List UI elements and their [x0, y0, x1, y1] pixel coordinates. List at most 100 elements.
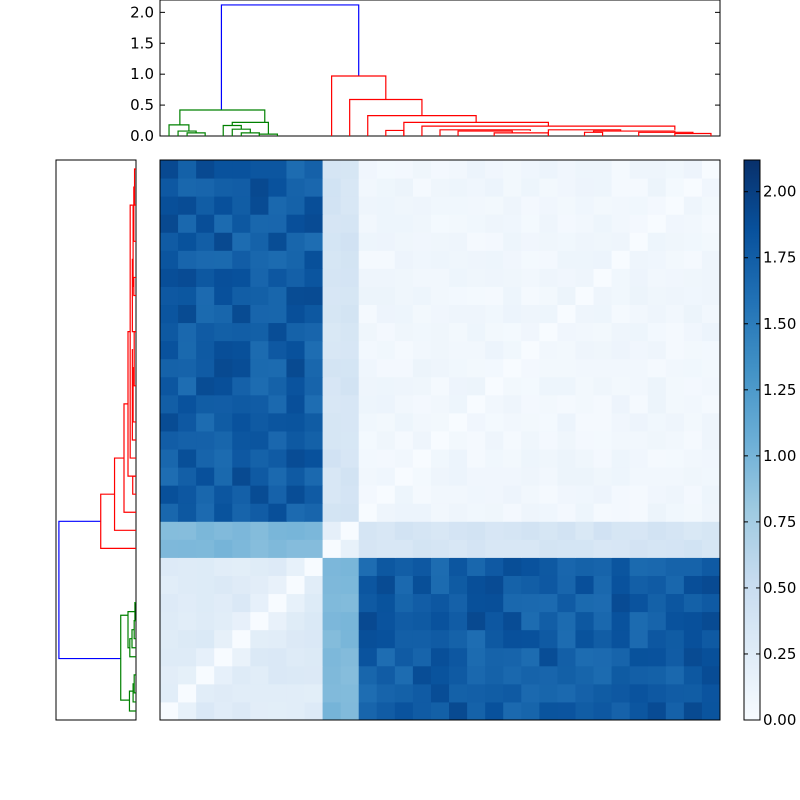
- heatmap-cell: [629, 647, 649, 667]
- heatmap-cell: [196, 196, 215, 215]
- heatmap-cell: [611, 268, 631, 287]
- heatmap-cell: [232, 196, 251, 215]
- heatmap-cell: [214, 485, 233, 504]
- heatmap-cell: [340, 376, 360, 396]
- heatmap-cell: [394, 196, 414, 215]
- dendrogram-link: [100, 493, 136, 549]
- dendrogram-link: [131, 349, 136, 441]
- heatmap-cell: [557, 196, 576, 215]
- heatmap-cell: [430, 232, 450, 251]
- heatmap-cell: [593, 557, 613, 576]
- heatmap-cell: [683, 376, 703, 396]
- heatmap-cell: [394, 467, 414, 486]
- heatmap-cell: [160, 449, 179, 468]
- heatmap-cell: [196, 467, 215, 486]
- heatmap-cell: [503, 430, 522, 450]
- heatmap-cell: [160, 322, 179, 342]
- heatmap-cell: [232, 539, 251, 558]
- heatmap-cell: [394, 430, 414, 450]
- heatmap-cell: [647, 340, 667, 360]
- heatmap-cell: [485, 449, 504, 468]
- heatmap-cell: [647, 304, 667, 324]
- heatmap-cell: [268, 250, 287, 269]
- heatmap-cell: [503, 539, 522, 558]
- heatmap-cell: [485, 394, 504, 414]
- heatmap-cell: [430, 268, 450, 287]
- heatmap-cell: [376, 286, 396, 306]
- dendrogram-link: [128, 690, 136, 712]
- heatmap-cell: [394, 322, 414, 342]
- heatmap-cell: [394, 575, 414, 595]
- heatmap-cell: [521, 701, 540, 721]
- heatmap-cell: [557, 160, 576, 179]
- heatmap-cell: [629, 412, 649, 432]
- heatmap-cell: [322, 557, 342, 576]
- heatmap-cell: [665, 250, 685, 269]
- heatmap-cell: [376, 701, 396, 721]
- heatmap-cell: [358, 160, 378, 179]
- heatmap-cell: [683, 196, 703, 215]
- heatmap-cell: [250, 629, 269, 649]
- heatmap-cell: [304, 485, 324, 504]
- y-tick-label: 0.0: [130, 127, 154, 145]
- heatmap-cell: [160, 160, 179, 179]
- heatmap-cell: [214, 701, 233, 721]
- heatmap-cell: [358, 503, 378, 522]
- heatmap-cell: [304, 467, 324, 486]
- heatmap-cell: [250, 467, 269, 486]
- colorbar-tick-label: 2.00: [763, 183, 796, 201]
- heatmap-cell: [160, 286, 179, 306]
- heatmap-cell: [412, 593, 432, 613]
- heatmap-cell: [485, 196, 504, 215]
- heatmap-cell: [701, 358, 721, 378]
- heatmap-cell: [575, 647, 595, 667]
- dendrogram-link: [457, 130, 513, 136]
- heatmap-cell: [214, 449, 233, 468]
- heatmap-cell: [322, 286, 342, 306]
- heatmap-cell: [557, 430, 576, 450]
- heatmap-cell: [521, 683, 540, 703]
- heatmap-cell: [485, 665, 504, 685]
- heatmap-cell: [196, 412, 215, 432]
- heatmap-cell: [268, 485, 287, 504]
- heatmap-cell: [683, 539, 703, 558]
- heatmap-cell: [394, 665, 414, 685]
- heatmap-cell: [485, 575, 504, 595]
- heatmap-cell: [683, 430, 703, 450]
- heatmap-cell: [214, 575, 233, 595]
- heatmap-cell: [178, 467, 197, 486]
- heatmap-cell: [160, 467, 179, 486]
- heatmap-cell: [575, 683, 595, 703]
- heatmap-cell: [683, 160, 703, 179]
- heatmap-cell: [232, 430, 251, 450]
- heatmap-cell: [160, 503, 179, 522]
- heatmap-cell: [683, 701, 703, 721]
- dendrogram-link: [133, 674, 136, 694]
- heatmap-cell: [376, 196, 396, 215]
- dendrogram-link: [113, 457, 136, 531]
- heatmap-cell: [250, 178, 269, 197]
- heatmap-cell: [160, 358, 179, 378]
- heatmap-cell: [304, 683, 324, 703]
- heatmap-cell: [358, 394, 378, 414]
- heatmap-cell: [485, 268, 504, 287]
- heatmap-cell: [286, 629, 306, 649]
- top-dendrogram-y-axis: 0.0 0.5 1.0 1.5 2.0: [130, 3, 720, 145]
- heatmap-cell: [268, 178, 287, 197]
- heatmap-cell: [593, 449, 613, 468]
- heatmap-cell: [268, 376, 287, 396]
- heatmap-cell: [178, 268, 197, 287]
- heatmap-cell: [178, 611, 197, 631]
- dendrogram-link: [120, 614, 130, 701]
- heatmap-cell: [250, 250, 269, 269]
- heatmap-cell: [575, 358, 595, 378]
- dendrogram-link: [583, 131, 604, 136]
- heatmap-cell: [196, 521, 215, 540]
- heatmap-cell: [665, 394, 685, 414]
- heatmap-cell: [196, 340, 215, 360]
- heatmap-cell: [593, 196, 613, 215]
- heatmap-cell: [268, 160, 287, 179]
- heatmap-cell: [250, 322, 269, 342]
- heatmap-cell: [160, 611, 179, 631]
- heatmap-cell: [647, 196, 667, 215]
